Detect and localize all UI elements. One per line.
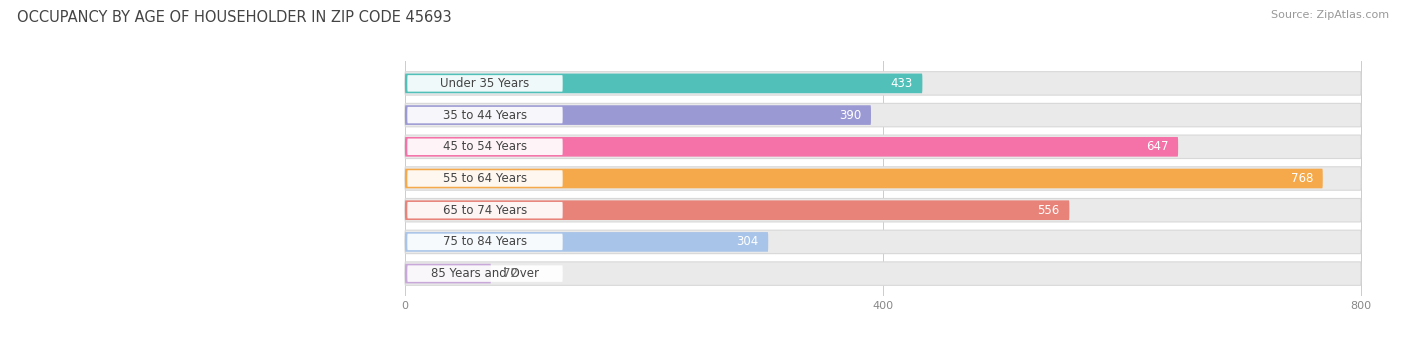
Text: Source: ZipAtlas.com: Source: ZipAtlas.com	[1271, 10, 1389, 20]
FancyBboxPatch shape	[408, 75, 562, 92]
FancyBboxPatch shape	[405, 199, 1361, 222]
FancyBboxPatch shape	[408, 234, 562, 250]
Text: 768: 768	[1291, 172, 1313, 185]
Text: 85 Years and Over: 85 Years and Over	[432, 267, 538, 280]
Text: 55 to 64 Years: 55 to 64 Years	[443, 172, 527, 185]
Text: 647: 647	[1146, 140, 1168, 153]
FancyBboxPatch shape	[405, 135, 1361, 158]
FancyBboxPatch shape	[405, 264, 491, 284]
FancyBboxPatch shape	[405, 230, 1361, 254]
Text: 65 to 74 Years: 65 to 74 Years	[443, 204, 527, 217]
FancyBboxPatch shape	[408, 202, 562, 218]
Text: Under 35 Years: Under 35 Years	[440, 77, 530, 90]
FancyBboxPatch shape	[405, 103, 1361, 127]
FancyBboxPatch shape	[405, 200, 1070, 220]
Text: 433: 433	[890, 77, 912, 90]
FancyBboxPatch shape	[405, 105, 872, 125]
FancyBboxPatch shape	[408, 139, 562, 155]
Text: 45 to 54 Years: 45 to 54 Years	[443, 140, 527, 153]
FancyBboxPatch shape	[408, 107, 562, 123]
FancyBboxPatch shape	[405, 72, 1361, 95]
FancyBboxPatch shape	[408, 265, 562, 282]
FancyBboxPatch shape	[405, 137, 1178, 157]
FancyBboxPatch shape	[405, 262, 1361, 285]
Text: 75 to 84 Years: 75 to 84 Years	[443, 235, 527, 249]
Text: 35 to 44 Years: 35 to 44 Years	[443, 108, 527, 122]
Text: 72: 72	[503, 267, 517, 280]
FancyBboxPatch shape	[405, 73, 922, 93]
FancyBboxPatch shape	[405, 232, 768, 252]
FancyBboxPatch shape	[405, 167, 1361, 190]
FancyBboxPatch shape	[408, 170, 562, 187]
Text: OCCUPANCY BY AGE OF HOUSEHOLDER IN ZIP CODE 45693: OCCUPANCY BY AGE OF HOUSEHOLDER IN ZIP C…	[17, 10, 451, 25]
Text: 556: 556	[1038, 204, 1060, 217]
Text: 390: 390	[839, 108, 862, 122]
Text: 304: 304	[737, 235, 759, 249]
FancyBboxPatch shape	[405, 169, 1323, 188]
